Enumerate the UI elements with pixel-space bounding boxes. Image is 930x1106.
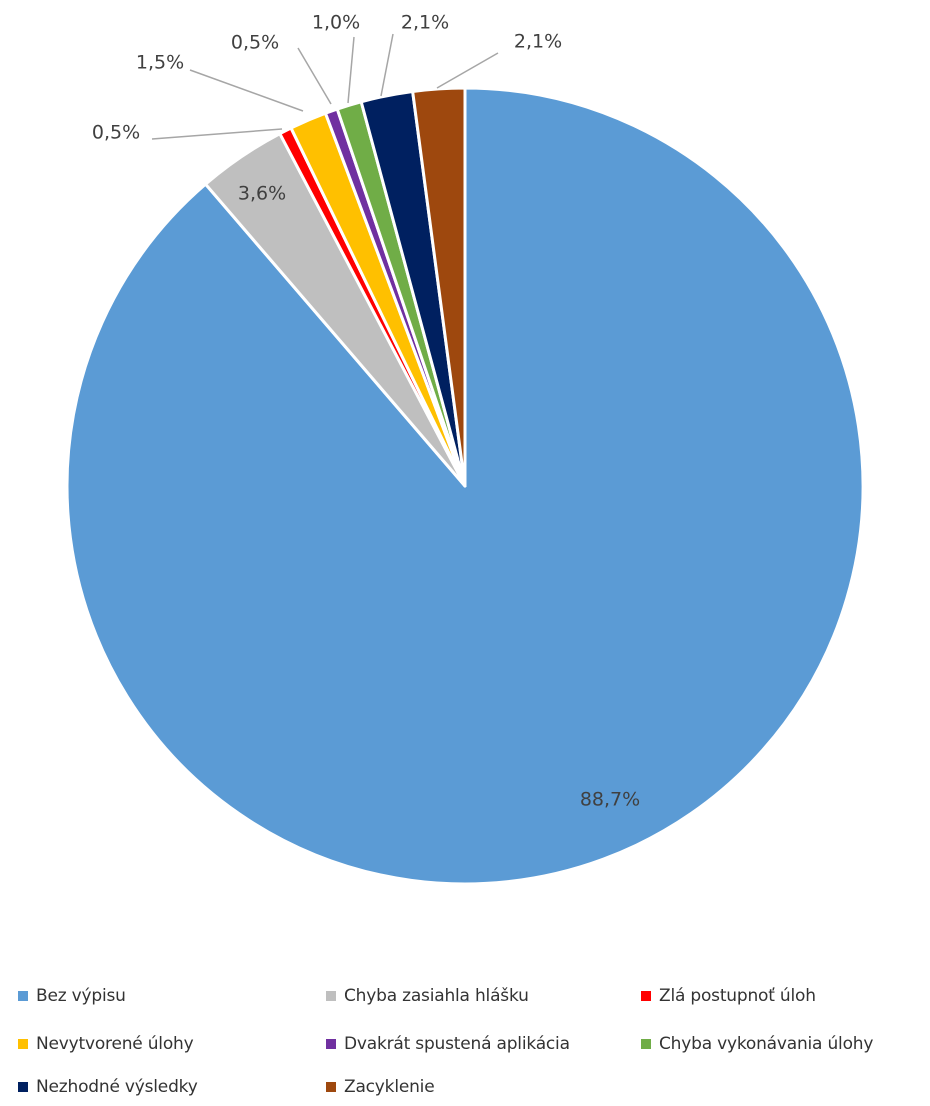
data-label: 3,6% [238,183,286,205]
data-label: 1,0% [312,12,360,34]
pie-slice-zacyklenie [411,86,467,488]
data-label: 88,7% [580,789,640,811]
leader-line [347,36,355,104]
leader-line [297,47,332,105]
data-label: 0,5% [92,122,140,144]
data-label: 1,5% [136,52,184,74]
data-label: 2,1% [514,31,562,53]
leader-line [189,69,304,112]
leader-line [436,52,499,89]
leader-line [380,33,394,97]
data-label: 0,5% [231,32,279,54]
data-label: 2,1% [401,12,449,34]
leader-line [151,128,283,140]
